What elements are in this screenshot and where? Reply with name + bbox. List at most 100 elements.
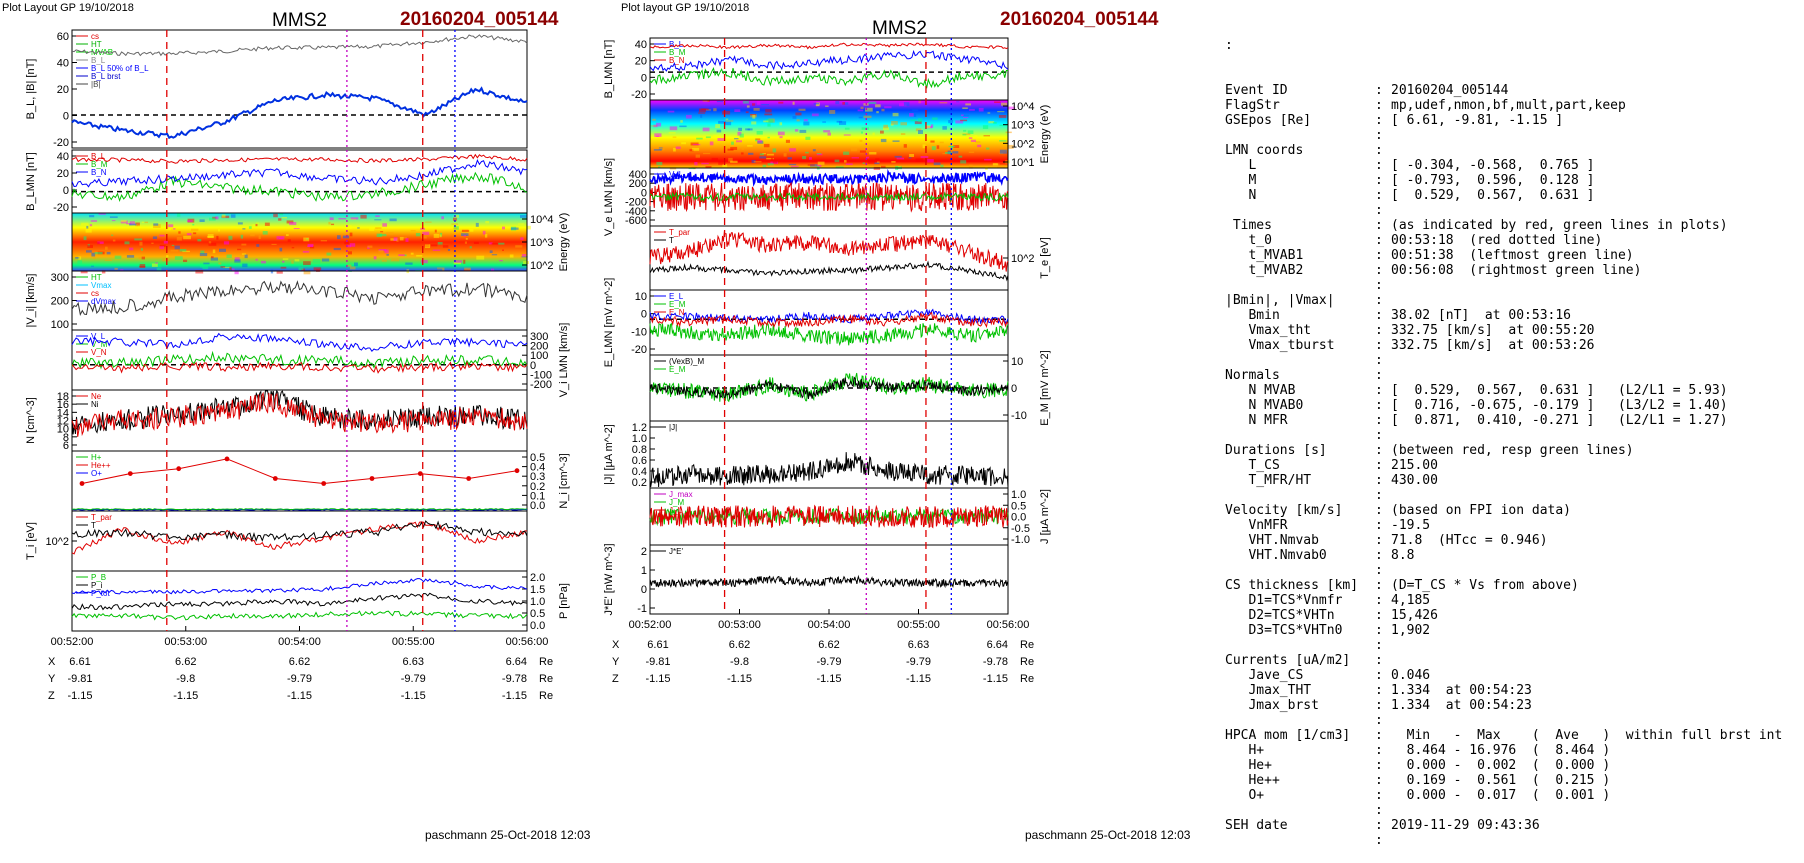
info-value: [ 0.529, 0.567, 0.631 ] (L2/L1 = 5.93) [1391, 383, 1728, 398]
info-sep: : [1375, 398, 1383, 413]
left-series-line [71, 350, 528, 370]
info-row: H+: 8.464 - 16.976 ( 8.464 ) [1225, 743, 1800, 758]
left-ytick-label: 14 [57, 407, 69, 419]
right-series-line [649, 504, 1009, 529]
info-key: D3=TCS*VHTn0 [1225, 623, 1343, 638]
right-ytick-label: -1.0 [1011, 534, 1030, 546]
info-row: : [1225, 203, 1800, 218]
left-panel-9: 2.01.51.00.50.0P [nPa]P_BP_iP_tot [71, 570, 570, 632]
left-legend-entry: He++ [91, 461, 111, 470]
left-legend-entry: B_L [91, 152, 106, 161]
left-pos-value: -9.8 [176, 673, 195, 685]
info-row: Times: (as indicated by red, green lines … [1225, 218, 1800, 233]
left-series-line [71, 521, 528, 555]
info-sep: : [1375, 173, 1383, 188]
info-key: Bmin [1225, 308, 1280, 323]
info-top-colon: : [1225, 38, 1800, 53]
right-panel-6: 10 0 -10 E_M [mV m^-2] (VexB)_ME_M [649, 350, 1051, 426]
right-ytick-label: -10 [631, 326, 647, 338]
info-row: M: [ -0.793, 0.596, 0.128 ] [1225, 173, 1800, 188]
info-row: N MVAB: [ 0.529, 0.567, 0.631 ] (L2/L1 = … [1225, 383, 1800, 398]
left-legend-entry: B_L brst [91, 72, 121, 81]
left-ytick-label: 0.4 [530, 462, 545, 474]
right-ylabel: T_e [eV] [1039, 237, 1051, 279]
left-figure: Plot Layout GP 19/10/2018 MMS2 20160204_… [0, 0, 610, 842]
right-series-line [649, 42, 1009, 50]
left-pos-value: 6.63 [403, 656, 424, 668]
left-legend-entry: B_L 50% of B_L [91, 64, 149, 73]
info-row: : [1225, 638, 1800, 653]
info-sep: : [1375, 548, 1383, 563]
info-value: 0.046 [1391, 668, 1431, 683]
info-sep: : [1375, 338, 1383, 353]
info-row: He++: 0.169 - 0.561 ( 0.215 ) [1225, 773, 1800, 788]
left-ylabel: P [nPa] [558, 583, 570, 619]
left-heplus-point [176, 466, 182, 472]
right-xtick-label: 00:52:00 [629, 619, 672, 631]
right-pos-value: -9.79 [906, 656, 931, 668]
left-ytick-label: -100 [530, 369, 552, 381]
right-pos-value: -9.78 [983, 656, 1008, 668]
right-ytick-label: 10^2 [1011, 253, 1035, 265]
left-ytick-label: 0.3 [530, 471, 545, 483]
info-key: Jmax_brst [1225, 698, 1319, 713]
right-pos-value: 6.62 [818, 639, 839, 651]
right-series-line [649, 452, 1009, 488]
left-ytick-label: -20 [53, 202, 69, 214]
info-row: Velocity [km/s]: (based on FPI ion data) [1225, 503, 1800, 518]
info-sep: : [1375, 308, 1383, 323]
info-row: Durations [s]: (between red, resp green l… [1225, 443, 1800, 458]
info-value: 00:56:08 (rightmost green line) [1391, 263, 1642, 278]
info-sep: : [1375, 803, 1383, 818]
info-value: 20160204_005144 [1391, 83, 1509, 98]
left-pos-row-label: X [48, 656, 56, 668]
info-sep: : [1375, 443, 1383, 458]
info-key: Normals [1225, 368, 1280, 383]
left-xtick-label: 00:52:00 [51, 636, 94, 648]
left-heplus-point [272, 476, 278, 481]
right-ytick-label: -20 [631, 344, 647, 356]
info-key: Jmax_THT [1225, 683, 1312, 698]
info-key: He++ [1225, 773, 1280, 788]
info-sep: : [1375, 653, 1383, 668]
info-key: Jave_CS [1225, 668, 1304, 683]
left-pos-value: -1.15 [401, 690, 426, 702]
right-ytick-label: -20 [631, 89, 647, 101]
right-panel-5: 10 0 -10 -20 E_LMN [mV m^-2] E_LE_ME_N [603, 278, 1009, 367]
info-rows: Event ID:20160204_005144 FlagStr: mp,udef,… [1225, 83, 1800, 848]
info-value: -19.5 [1391, 518, 1431, 533]
right-legend-entry: J_max [669, 490, 693, 499]
right-ytick-label: -600 [625, 215, 647, 227]
left-heplus-point [321, 481, 327, 486]
left-series-line [71, 171, 528, 203]
info-row: Normals: [1225, 368, 1800, 383]
info-value: 4,185 [1391, 593, 1431, 608]
left-series-line [71, 610, 528, 621]
right-ylabel: B_LMN [nT] [603, 40, 615, 99]
left-legend-entry: HT [91, 40, 102, 49]
info-value: [ 6.61, -9.81, -1.15 ] [1391, 113, 1564, 128]
info-sep: : [1375, 383, 1383, 398]
right-ytick-label: 0 [641, 309, 647, 321]
right-ytick-label: 10 [635, 291, 647, 303]
right-ytick-label: 10 [1011, 356, 1023, 368]
info-sep: : [1375, 563, 1383, 578]
right-ytick-label: 10^3 [1011, 120, 1035, 132]
left-heplus-point [369, 476, 375, 481]
right-pos-value: -1.15 [727, 673, 752, 685]
info-key: O+ [1225, 788, 1265, 803]
right-panel-2: 10^4 10^3 10^2 10^1 Energy (eV) [649, 99, 1051, 170]
left-ytick-label: 6 [63, 440, 69, 452]
left-ylabel: N_i [cm^-3] [558, 453, 570, 508]
info-sep: : [1375, 368, 1383, 383]
left-heplus-point [514, 468, 520, 474]
info-row: VHT.Nmvab0:8.8 [1225, 548, 1800, 563]
right-ytick-label: -0.5 [1011, 523, 1030, 535]
left-ylabel: N [cm^-3] [25, 397, 37, 444]
right-series-line [649, 311, 1009, 329]
info-key: Velocity [km/s] [1225, 503, 1343, 518]
left-series-line [71, 520, 528, 543]
